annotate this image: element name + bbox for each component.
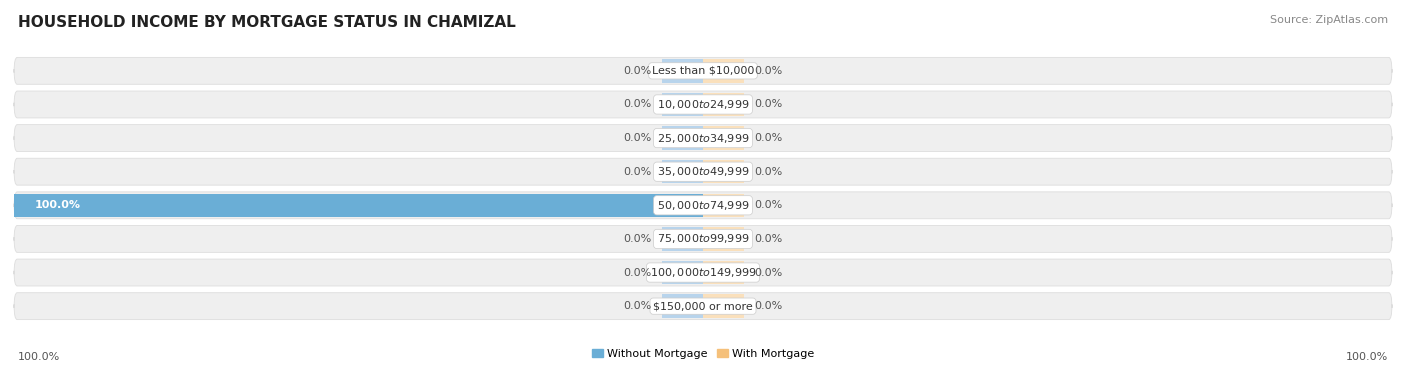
- Bar: [703, 261, 744, 284]
- Text: 0.0%: 0.0%: [755, 100, 783, 109]
- Bar: [662, 93, 703, 116]
- Text: 0.0%: 0.0%: [755, 133, 783, 143]
- FancyBboxPatch shape: [14, 293, 1392, 320]
- Text: 100.0%: 100.0%: [1346, 352, 1388, 362]
- Text: $25,000 to $34,999: $25,000 to $34,999: [657, 132, 749, 145]
- Bar: [662, 126, 703, 150]
- Text: $50,000 to $74,999: $50,000 to $74,999: [657, 199, 749, 212]
- Text: 0.0%: 0.0%: [755, 268, 783, 277]
- Text: $10,000 to $24,999: $10,000 to $24,999: [657, 98, 749, 111]
- Bar: [703, 160, 744, 184]
- Legend: Without Mortgage, With Mortgage: Without Mortgage, With Mortgage: [592, 349, 814, 359]
- Text: 0.0%: 0.0%: [623, 167, 651, 177]
- Text: HOUSEHOLD INCOME BY MORTGAGE STATUS IN CHAMIZAL: HOUSEHOLD INCOME BY MORTGAGE STATUS IN C…: [18, 15, 516, 30]
- Text: 0.0%: 0.0%: [623, 268, 651, 277]
- Text: $100,000 to $149,999: $100,000 to $149,999: [650, 266, 756, 279]
- Text: 0.0%: 0.0%: [755, 234, 783, 244]
- Bar: [703, 126, 744, 150]
- Text: Less than $10,000: Less than $10,000: [652, 66, 754, 76]
- Text: $75,000 to $99,999: $75,000 to $99,999: [657, 232, 749, 245]
- Text: 0.0%: 0.0%: [623, 100, 651, 109]
- Text: 0.0%: 0.0%: [623, 301, 651, 311]
- Bar: [662, 160, 703, 184]
- Bar: [662, 261, 703, 284]
- Bar: [662, 227, 703, 251]
- Text: 0.0%: 0.0%: [623, 234, 651, 244]
- FancyBboxPatch shape: [14, 259, 1392, 286]
- Text: 100.0%: 100.0%: [18, 352, 60, 362]
- Text: 0.0%: 0.0%: [755, 167, 783, 177]
- Bar: [14, 193, 703, 217]
- Text: 0.0%: 0.0%: [623, 133, 651, 143]
- Text: 100.0%: 100.0%: [35, 200, 80, 210]
- Text: 0.0%: 0.0%: [755, 66, 783, 76]
- Text: $150,000 or more: $150,000 or more: [654, 301, 752, 311]
- Bar: [703, 93, 744, 116]
- FancyBboxPatch shape: [14, 158, 1392, 185]
- Bar: [662, 59, 703, 83]
- FancyBboxPatch shape: [14, 125, 1392, 152]
- Bar: [703, 227, 744, 251]
- Text: 0.0%: 0.0%: [755, 200, 783, 210]
- Bar: [662, 294, 703, 318]
- FancyBboxPatch shape: [14, 91, 1392, 118]
- Text: 0.0%: 0.0%: [755, 301, 783, 311]
- Text: $35,000 to $49,999: $35,000 to $49,999: [657, 165, 749, 178]
- Text: Source: ZipAtlas.com: Source: ZipAtlas.com: [1270, 15, 1388, 25]
- Text: 0.0%: 0.0%: [623, 66, 651, 76]
- FancyBboxPatch shape: [14, 192, 1392, 219]
- FancyBboxPatch shape: [14, 57, 1392, 84]
- Bar: [703, 294, 744, 318]
- FancyBboxPatch shape: [14, 225, 1392, 252]
- Bar: [703, 193, 744, 217]
- Bar: [703, 59, 744, 83]
